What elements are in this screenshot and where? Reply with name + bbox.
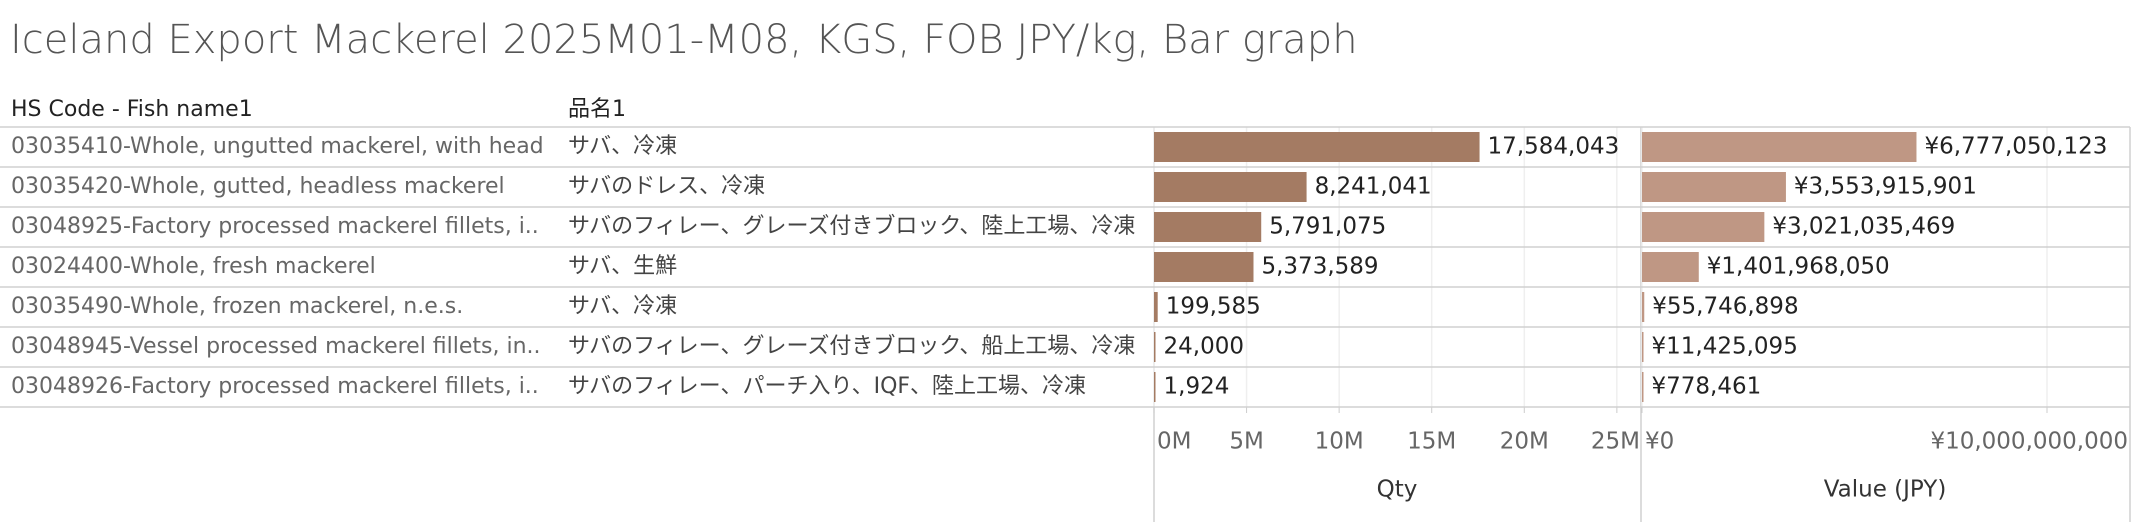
value-label: ¥3,553,915,901 xyxy=(1794,174,1977,200)
hs-code: 03048925-Factory processed mackerel fill… xyxy=(11,214,539,239)
title: Iceland Export Mackerel 2025M01-M08, KGS… xyxy=(10,17,1358,63)
value-label: 5,373,589 xyxy=(1261,254,1378,280)
x-tick-label: ¥0 xyxy=(1645,429,1674,455)
value-label: ¥1,401,968,050 xyxy=(1707,254,1890,280)
value-label: 5,791,075 xyxy=(1269,214,1386,240)
bar xyxy=(1154,172,1307,202)
bar xyxy=(1154,292,1158,322)
hs-code: 03035410-Whole, ungutted mackerel, with … xyxy=(11,134,544,159)
hs-code: 03048926-Factory processed mackerel fill… xyxy=(11,374,539,399)
fish-name: サバ、冷凍 xyxy=(568,294,677,319)
hs-code: 03035420-Whole, gutted, headless mackere… xyxy=(11,174,505,199)
x-tick-label: ¥10,000,000,000 xyxy=(1930,429,2128,455)
bar xyxy=(1154,212,1262,242)
value-label: 8,241,041 xyxy=(1315,174,1432,200)
bar xyxy=(1642,212,1765,242)
x-tick-label: 5M xyxy=(1229,429,1263,455)
bar xyxy=(1642,172,1786,202)
value-label: 199,585 xyxy=(1166,294,1261,320)
bar xyxy=(1642,292,1645,322)
x-tick-label: 25M xyxy=(1591,429,1640,455)
fish-name: サバのフィレー、パーチ入り、IQF、陸上工場、冷凍 xyxy=(568,374,1086,399)
fish-name: サバのドレス、冷凍 xyxy=(568,174,765,199)
x-tick-label: 20M xyxy=(1500,429,1549,455)
bar xyxy=(1642,332,1644,362)
hs-code: 03048945-Vessel processed mackerel fille… xyxy=(11,334,541,359)
hs-code: 03024400-Whole, fresh mackerel xyxy=(11,254,376,279)
value-label: ¥11,425,095 xyxy=(1652,334,1798,360)
bar xyxy=(1642,132,1917,162)
x-tick-label: 0M xyxy=(1157,429,1191,455)
axis-title: Value (JPY) xyxy=(1824,477,1947,503)
bar xyxy=(1154,372,1156,402)
bar xyxy=(1154,252,1254,282)
value-label: ¥778,461 xyxy=(1652,374,1762,400)
value-label: 17,584,043 xyxy=(1488,134,1620,160)
bar xyxy=(1642,252,1699,282)
value-label: 1,924 xyxy=(1164,374,1230,400)
fish-name: サバのフィレー、グレーズ付きブロック、船上工場、冷凍 xyxy=(568,334,1135,359)
fish-name: サバ、冷凍 xyxy=(568,134,677,159)
fish-name: サバのフィレー、グレーズ付きブロック、陸上工場、冷凍 xyxy=(568,214,1135,239)
value-label: ¥55,746,898 xyxy=(1652,294,1798,320)
bar xyxy=(1642,372,1644,402)
column-header: 品名1 xyxy=(568,97,626,122)
fish-name: サバ、生鮮 xyxy=(568,254,677,279)
value-label: 24,000 xyxy=(1164,334,1244,360)
hs-code: 03035490-Whole, frozen mackerel, n.e.s. xyxy=(11,294,463,319)
value-label: ¥6,777,050,123 xyxy=(1924,134,2107,160)
x-tick-label: 15M xyxy=(1407,429,1456,455)
value-label: ¥3,021,035,469 xyxy=(1772,214,1955,240)
column-header: HS Code - Fish name1 xyxy=(11,97,253,122)
x-tick-label: 10M xyxy=(1315,429,1364,455)
axis-title: Qty xyxy=(1377,477,1418,503)
bar xyxy=(1154,132,1480,162)
bar xyxy=(1154,332,1156,362)
